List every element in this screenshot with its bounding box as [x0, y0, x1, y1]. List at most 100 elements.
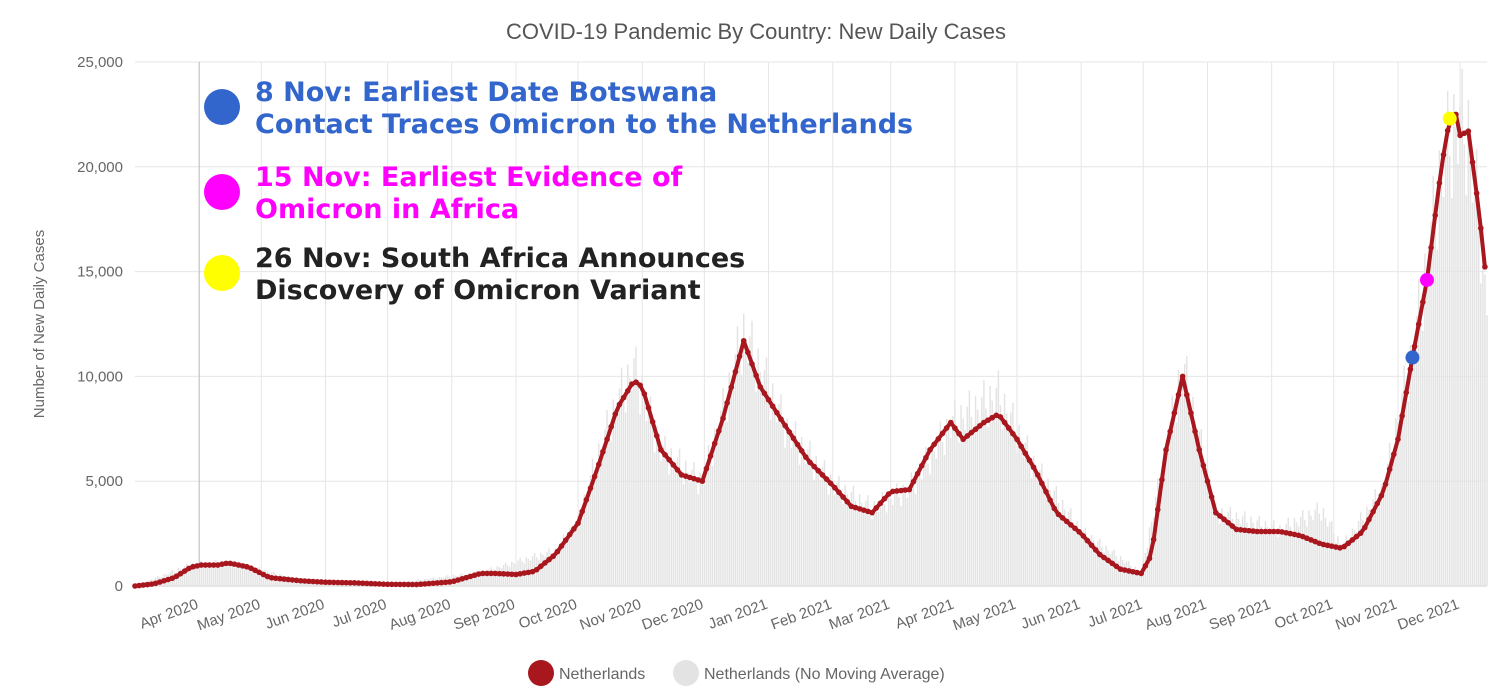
- raw-bar: [1053, 490, 1056, 586]
- series-point: [819, 472, 826, 478]
- raw-bar: [1444, 135, 1447, 587]
- raw-bar: [484, 571, 486, 586]
- raw-bar: [1001, 428, 1004, 586]
- raw-bar: [1455, 127, 1457, 586]
- legend-item[interactable]: Netherlands (No Moving Average): [673, 660, 945, 686]
- series-point: [1138, 570, 1145, 577]
- raw-bar: [1275, 530, 1277, 586]
- series-point: [960, 436, 966, 443]
- raw-bar: [995, 388, 998, 586]
- y-tick-label: 20,000: [77, 159, 123, 176]
- series-point: [281, 576, 287, 582]
- legend-item[interactable]: Netherlands: [528, 660, 645, 686]
- series-point: [997, 414, 1004, 420]
- series-point: [285, 576, 292, 583]
- raw-bar: [794, 421, 797, 586]
- series-point: [1113, 563, 1120, 570]
- raw-bar: [947, 429, 950, 586]
- raw-bar: [235, 563, 238, 586]
- raw-bar: [482, 570, 484, 586]
- raw-bar: [1407, 401, 1410, 586]
- raw-bar: [509, 567, 511, 586]
- raw-bar: [486, 571, 488, 586]
- x-tick-label: Sep 2020: [451, 596, 517, 634]
- raw-bar: [1061, 499, 1064, 586]
- series-point: [1196, 446, 1203, 453]
- series-point: [641, 391, 648, 397]
- series-point: [1440, 151, 1447, 158]
- raw-bar: [1204, 482, 1207, 586]
- raw-bar: [1252, 522, 1254, 586]
- raw-bar: [1003, 393, 1006, 586]
- x-tick-label: Feb 2021: [769, 596, 834, 634]
- series-point: [1001, 419, 1008, 426]
- series-point: [538, 563, 544, 570]
- series-point: [202, 562, 209, 568]
- series-point: [587, 485, 594, 491]
- raw-bar: [974, 395, 977, 586]
- raw-bar: [212, 561, 215, 586]
- raw-bar: [968, 390, 971, 586]
- raw-bar: [960, 405, 962, 586]
- raw-bar: [1097, 540, 1099, 586]
- raw-bar: [1130, 565, 1132, 586]
- series-point: [1482, 264, 1488, 270]
- raw-bar: [246, 566, 248, 586]
- raw-bar: [1376, 500, 1378, 586]
- raw-bar: [1090, 534, 1093, 586]
- raw-bar: [494, 570, 496, 586]
- raw-bar: [629, 378, 631, 586]
- series-point: [562, 537, 569, 544]
- series-point: [1088, 542, 1095, 549]
- raw-bar: [664, 435, 666, 586]
- raw-bar: [1115, 556, 1118, 586]
- raw-bar: [1078, 529, 1080, 586]
- raw-bar: [1393, 460, 1395, 586]
- raw-bar: [680, 469, 683, 586]
- raw-bar: [923, 460, 925, 586]
- raw-bar: [1403, 365, 1405, 586]
- raw-bar: [569, 528, 571, 586]
- series-point: [1415, 321, 1422, 328]
- raw-bar: [993, 413, 995, 586]
- raw-bar: [813, 479, 815, 586]
- raw-bar: [910, 472, 913, 586]
- raw-bar: [1413, 360, 1416, 586]
- x-tick-label: Jul 2021: [1086, 596, 1145, 631]
- raw-bar: [544, 556, 546, 586]
- raw-bar: [1364, 524, 1366, 586]
- raw-bar: [1045, 497, 1047, 586]
- raw-bar: [573, 532, 575, 586]
- raw-bar: [181, 569, 184, 586]
- raw-bar: [1192, 396, 1194, 586]
- raw-bar: [941, 441, 944, 586]
- raw-bar: [742, 313, 745, 586]
- raw-bar: [912, 485, 915, 586]
- raw-bar: [832, 485, 834, 586]
- raw-bar: [1215, 502, 1217, 586]
- series-point: [1051, 505, 1058, 512]
- raw-bar: [867, 495, 869, 586]
- raw-bar: [217, 563, 219, 586]
- raw-bar: [776, 422, 778, 586]
- raw-bar: [902, 484, 904, 586]
- raw-bar: [1210, 501, 1213, 586]
- raw-bar: [500, 568, 503, 586]
- raw-bar: [1072, 522, 1074, 586]
- raw-bar: [1105, 545, 1107, 586]
- raw-bar: [1221, 508, 1223, 586]
- series-point: [786, 429, 793, 435]
- raw-bar: [1136, 569, 1138, 586]
- raw-bar: [1233, 526, 1236, 586]
- series-point: [492, 570, 499, 577]
- legend[interactable]: Netherlands Netherlands (No Moving Averag…: [528, 660, 945, 686]
- raw-bar: [1179, 376, 1182, 586]
- series-point: [1403, 389, 1410, 396]
- series-point: [914, 470, 921, 477]
- raw-bar: [1391, 453, 1393, 586]
- series-point: [1212, 509, 1219, 516]
- raw-bar: [1165, 451, 1167, 586]
- legend-swatch: [528, 660, 554, 686]
- raw-bar: [705, 463, 708, 586]
- raw-bar: [682, 484, 685, 586]
